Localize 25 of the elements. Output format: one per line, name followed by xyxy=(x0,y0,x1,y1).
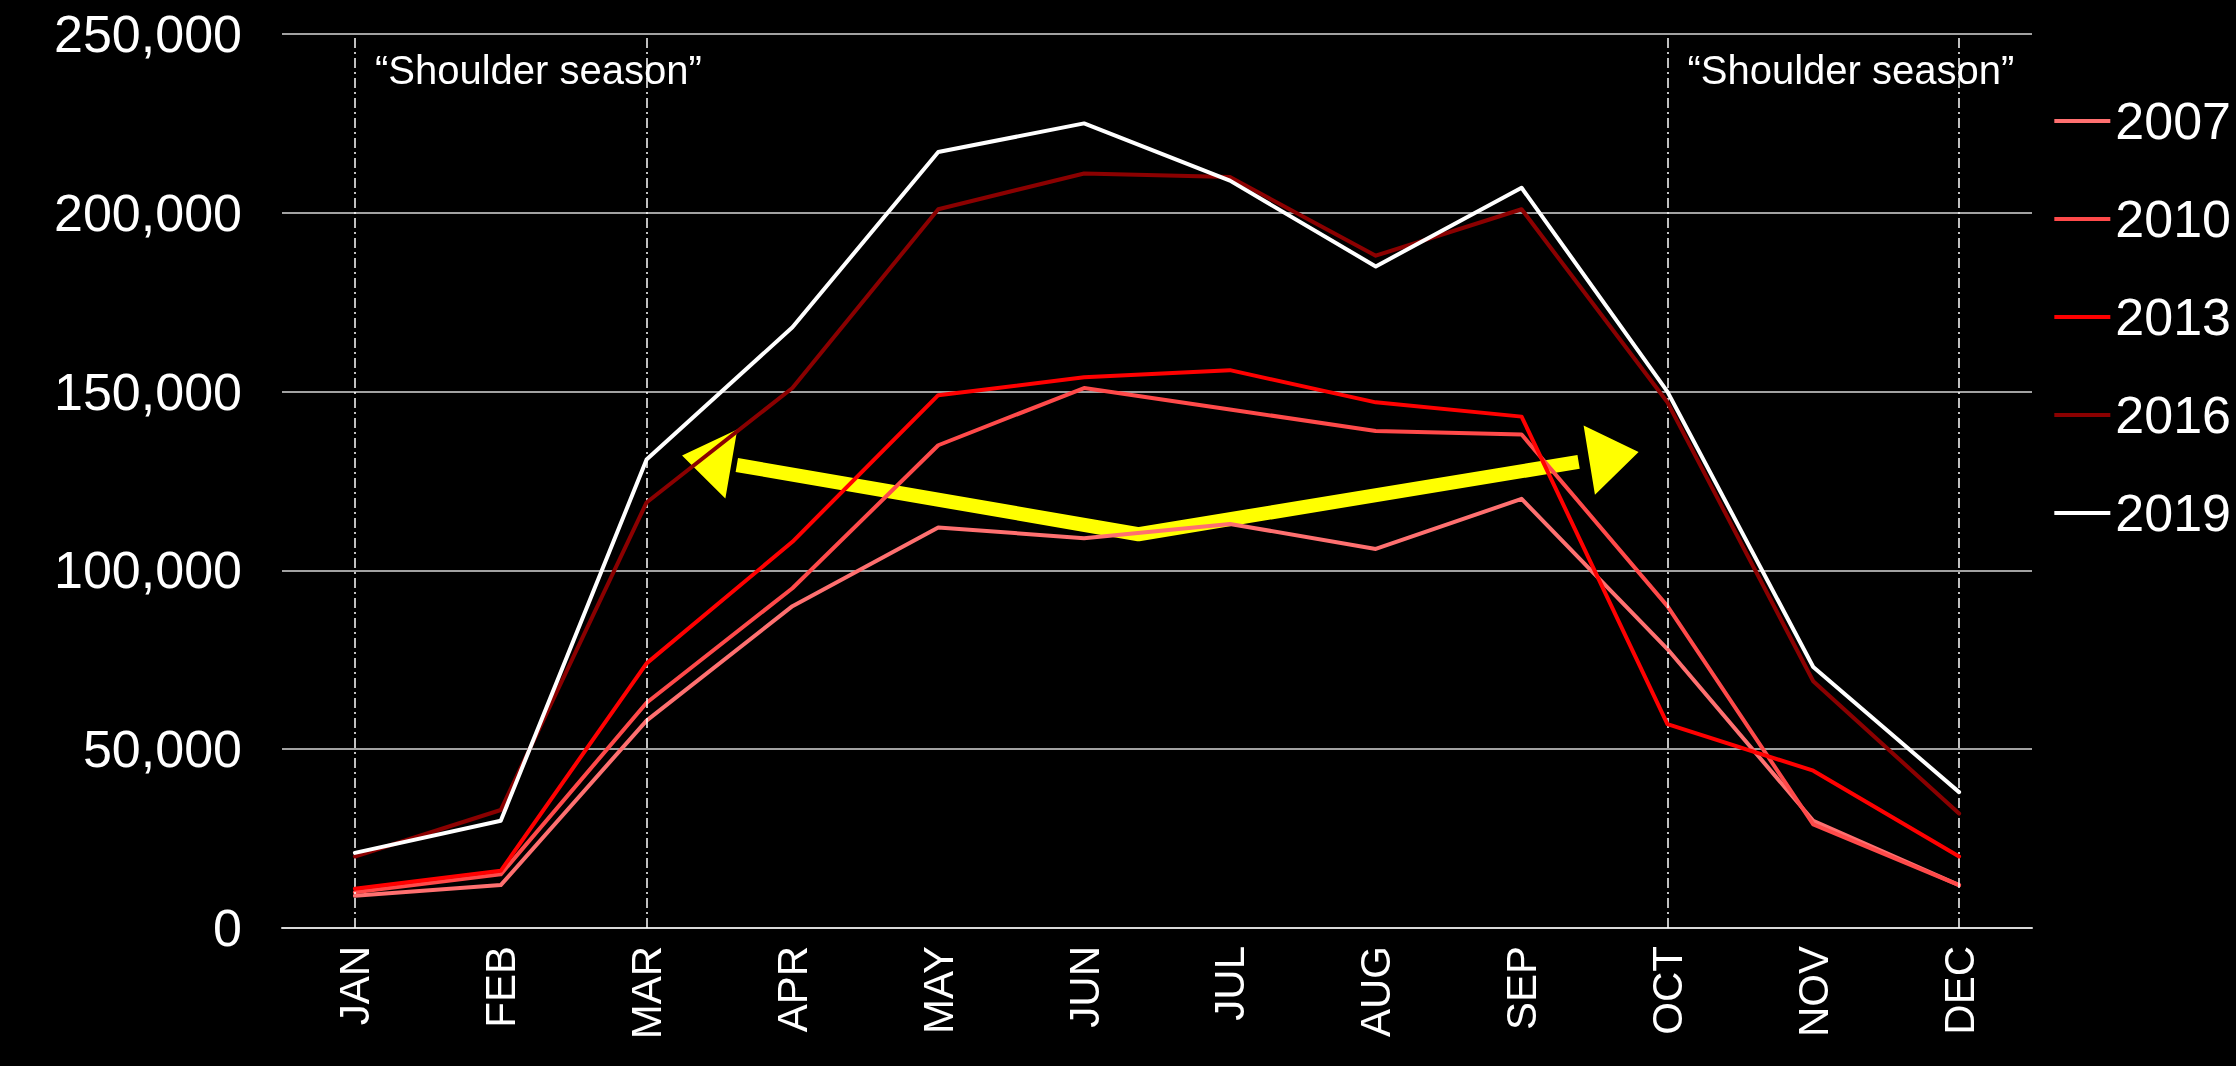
legend-label: 2016 xyxy=(2115,386,2232,444)
annotation: “Shoulder season” xyxy=(374,48,702,92)
x-tick-label: AUG xyxy=(1352,946,1400,1038)
y-tick-label: 200,000 xyxy=(54,183,242,242)
y-tick-label: 150,000 xyxy=(54,362,242,421)
legend-label: 2010 xyxy=(2115,190,2232,248)
x-tick-label: DEC xyxy=(1935,946,1983,1035)
x-tick-label: OCT xyxy=(1643,946,1691,1035)
x-tick-label: JUL xyxy=(1206,946,1254,1021)
x-tick-label: FEB xyxy=(477,946,525,1028)
x-tick-label: APR xyxy=(768,946,816,1033)
x-tick-label: JUN xyxy=(1060,946,1108,1028)
x-tick-label: JAN xyxy=(331,946,379,1026)
x-tick-label: MAY xyxy=(914,946,962,1034)
legend-label: 2019 xyxy=(2115,484,2232,542)
legend-label: 2013 xyxy=(2115,288,2232,346)
y-tick-label: 50,000 xyxy=(82,720,242,779)
annotation: “Shoulder season” xyxy=(1687,48,2015,92)
x-tick-label: NOV xyxy=(1789,946,1837,1038)
x-tick-label: MAR xyxy=(623,946,671,1040)
x-tick-label: SEP xyxy=(1498,946,1546,1031)
y-tick-label: 250,000 xyxy=(54,5,242,63)
y-tick-label: 100,000 xyxy=(54,541,242,600)
y-tick-label: 0 xyxy=(213,899,242,957)
legend-label: 2007 xyxy=(2115,92,2232,150)
